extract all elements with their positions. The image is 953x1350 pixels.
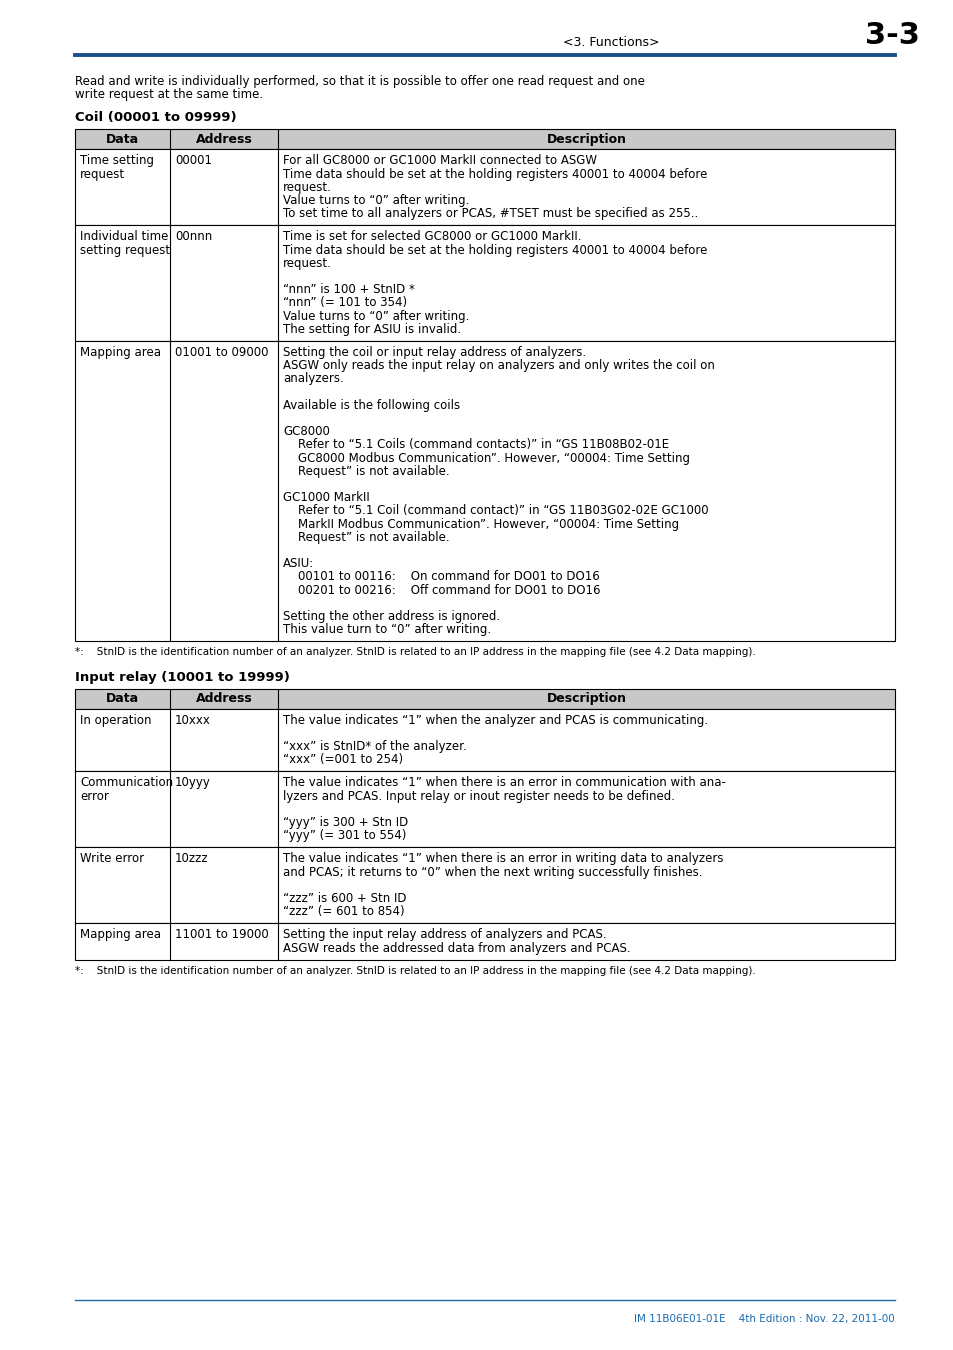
Text: Description: Description [546, 693, 626, 705]
Text: analyzers.: analyzers. [283, 373, 343, 385]
Text: For all GC8000 or GC1000 MarkII connected to ASGW: For all GC8000 or GC1000 MarkII connecte… [283, 154, 597, 167]
Text: ASGW only reads the input relay on analyzers and only writes the coil on: ASGW only reads the input relay on analy… [283, 359, 714, 373]
Bar [75, 130, 894, 150]
Text: request.: request. [283, 256, 332, 270]
Text: 00201 to 00216:    Off command for DO01 to DO16: 00201 to 00216: Off command for DO01 to … [283, 583, 599, 597]
Bar [75, 771, 894, 848]
Text: Read and write is individually performed, so that it is possible to offer one re: Read and write is individually performed… [75, 76, 644, 88]
Text: In operation: In operation [80, 714, 152, 726]
Text: request.: request. [283, 181, 332, 194]
Text: The value indicates “1” when there is an error in communication with ana-: The value indicates “1” when there is an… [283, 776, 725, 790]
Text: ASGW reads the addressed data from analyzers and PCAS.: ASGW reads the addressed data from analy… [283, 941, 630, 954]
Text: MarkII Modbus Communication”. However, “00004: Time Setting: MarkII Modbus Communication”. However, “… [283, 517, 679, 531]
Text: error: error [80, 790, 109, 803]
Text: Time data should be set at the holding registers 40001 to 40004 before: Time data should be set at the holding r… [283, 243, 706, 256]
Text: IM 11B06E01-01E    4th Edition : Nov. 22, 2011-00: IM 11B06E01-01E 4th Edition : Nov. 22, 2… [634, 1314, 894, 1324]
Text: setting request: setting request [80, 243, 170, 256]
Text: “zzz” is 600 + Stn ID: “zzz” is 600 + Stn ID [283, 892, 406, 904]
Text: write request at the same time.: write request at the same time. [75, 88, 263, 101]
Text: To set time to all analyzers or PCAS, #TSET must be specified as 255..: To set time to all analyzers or PCAS, #T… [283, 207, 698, 220]
Text: “yyy” (= 301 to 554): “yyy” (= 301 to 554) [283, 829, 406, 842]
Bar [75, 342, 894, 641]
Text: Individual time: Individual time [80, 231, 168, 243]
Text: *:    StnID is the identification number of an analyzer. StnID is related to an : *: StnID is the identification number of… [75, 648, 755, 657]
Text: Refer to “5.1 Coil (command contact)” in “GS 11B03G02-02E GC1000: Refer to “5.1 Coil (command contact)” in… [283, 505, 708, 517]
Text: Data: Data [106, 693, 139, 705]
Bar [75, 848, 894, 923]
Text: Time is set for selected GC8000 or GC1000 MarkII.: Time is set for selected GC8000 or GC100… [283, 231, 581, 243]
Text: Mapping area: Mapping area [80, 346, 161, 359]
Text: 10xxx: 10xxx [174, 714, 211, 726]
Text: Setting the coil or input relay address of analyzers.: Setting the coil or input relay address … [283, 346, 585, 359]
Text: GC8000: GC8000 [283, 425, 330, 439]
Text: Value turns to “0” after writing.: Value turns to “0” after writing. [283, 194, 469, 207]
Text: 00001: 00001 [174, 154, 212, 167]
Text: The value indicates “1” when there is an error in writing data to analyzers: The value indicates “1” when there is an… [283, 852, 722, 865]
Bar [75, 225, 894, 342]
Text: “yyy” is 300 + Stn ID: “yyy” is 300 + Stn ID [283, 815, 408, 829]
Text: “zzz” (= 601 to 854): “zzz” (= 601 to 854) [283, 906, 404, 918]
Text: The value indicates “1” when the analyzer and PCAS is communicating.: The value indicates “1” when the analyze… [283, 714, 707, 726]
Text: Available is the following coils: Available is the following coils [283, 398, 459, 412]
Text: GC8000 Modbus Communication”. However, “00004: Time Setting: GC8000 Modbus Communication”. However, “… [283, 452, 689, 464]
Text: Address: Address [195, 132, 253, 146]
Text: Communication: Communication [80, 776, 172, 790]
Text: 3-3: 3-3 [864, 22, 919, 50]
Text: Request” is not available.: Request” is not available. [283, 531, 449, 544]
Text: Address: Address [195, 693, 253, 705]
Text: request: request [80, 167, 125, 181]
Text: GC1000 MarkII: GC1000 MarkII [283, 491, 370, 504]
Text: and PCAS; it returns to “0” when the next writing successfully finishes.: and PCAS; it returns to “0” when the nex… [283, 865, 701, 879]
Text: Time data should be set at the holding registers 40001 to 40004 before: Time data should be set at the holding r… [283, 167, 706, 181]
Text: Input relay (10001 to 19999): Input relay (10001 to 19999) [75, 671, 290, 683]
Text: The setting for ASIU is invalid.: The setting for ASIU is invalid. [283, 323, 460, 336]
Text: This value turn to “0” after writing.: This value turn to “0” after writing. [283, 624, 491, 636]
Text: Setting the other address is ignored.: Setting the other address is ignored. [283, 610, 499, 622]
Text: Setting the input relay address of analyzers and PCAS.: Setting the input relay address of analy… [283, 929, 606, 941]
Text: Time setting: Time setting [80, 154, 153, 167]
Text: Write error: Write error [80, 852, 144, 865]
Text: Data: Data [106, 132, 139, 146]
Bar [75, 688, 894, 709]
Text: *:    StnID is the identification number of an analyzer. StnID is related to an : *: StnID is the identification number of… [75, 965, 755, 976]
Text: 01001 to 09000: 01001 to 09000 [174, 346, 268, 359]
Text: 10yyy: 10yyy [174, 776, 211, 790]
Text: lyzers and PCAS. Input relay or inout register needs to be defined.: lyzers and PCAS. Input relay or inout re… [283, 790, 675, 803]
Text: 10zzz: 10zzz [174, 852, 209, 865]
Text: “nnn” (= 101 to 354): “nnn” (= 101 to 354) [283, 297, 407, 309]
Text: Value turns to “0” after writing.: Value turns to “0” after writing. [283, 309, 469, 323]
Text: 11001 to 19000: 11001 to 19000 [174, 929, 269, 941]
Bar [75, 709, 894, 771]
Text: ASIU:: ASIU: [283, 558, 314, 570]
Text: “xxx” is StnID* of the analyzer.: “xxx” is StnID* of the analyzer. [283, 740, 466, 753]
Text: Request” is not available.: Request” is not available. [283, 464, 449, 478]
Text: 00101 to 00116:    On command for DO01 to DO16: 00101 to 00116: On command for DO01 to D… [283, 571, 599, 583]
Text: “nnn” is 100 + StnID *: “nnn” is 100 + StnID * [283, 284, 415, 296]
Text: 00nnn: 00nnn [174, 231, 212, 243]
Bar [75, 150, 894, 225]
Text: <3. Functions>: <3. Functions> [563, 36, 659, 50]
Text: “xxx” (=001 to 254): “xxx” (=001 to 254) [283, 753, 403, 767]
Text: Mapping area: Mapping area [80, 929, 161, 941]
Text: Description: Description [546, 132, 626, 146]
Bar [75, 923, 894, 960]
Text: Refer to “5.1 Coils (command contacts)” in “GS 11B08B02-01E: Refer to “5.1 Coils (command contacts)” … [283, 439, 668, 451]
Text: Coil (00001 to 09999): Coil (00001 to 09999) [75, 112, 236, 124]
